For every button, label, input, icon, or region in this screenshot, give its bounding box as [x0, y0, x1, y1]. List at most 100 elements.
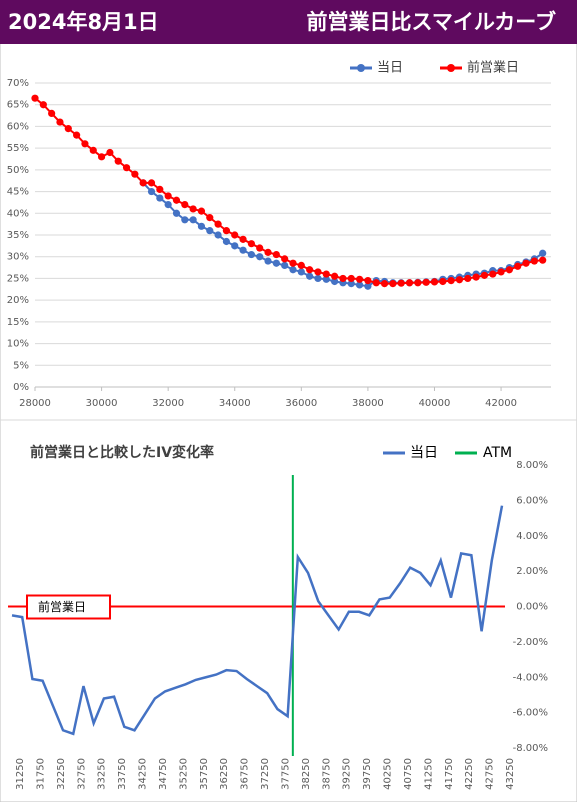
marker	[455, 276, 464, 284]
marker	[264, 257, 272, 265]
marker	[31, 94, 39, 102]
marker	[114, 157, 122, 165]
marker	[414, 279, 422, 287]
x-tick-label: 40250	[383, 758, 394, 790]
marker	[464, 274, 472, 283]
y-tick-label: 2.00%	[516, 566, 548, 577]
x-tick-label: 36750	[240, 758, 251, 790]
marker	[56, 118, 64, 126]
marker	[222, 227, 231, 235]
marker	[239, 246, 247, 254]
marker	[89, 146, 97, 154]
marker	[247, 240, 255, 248]
x-tick-label: 41250	[423, 758, 434, 790]
marker	[380, 280, 389, 288]
x-tick-label: 40750	[403, 758, 414, 790]
y-tick-label: 40%	[7, 208, 29, 219]
marker	[539, 249, 547, 257]
y-tick-label: 30%	[7, 252, 29, 263]
marker	[48, 109, 56, 117]
marker	[505, 266, 513, 274]
marker	[364, 277, 372, 285]
y-tick-label: 0.00%	[516, 602, 548, 613]
marker	[264, 248, 272, 256]
header-date: 2024年8月1日	[8, 10, 159, 34]
marker	[197, 222, 206, 230]
y-tick-label: 20%	[7, 295, 29, 306]
series-line	[11, 505, 504, 736]
marker	[289, 266, 297, 274]
marker	[539, 256, 547, 264]
marker	[97, 153, 106, 161]
marker	[172, 209, 181, 217]
y-tick-label: 70%	[7, 78, 29, 89]
x-tick-label: 32750	[76, 758, 87, 790]
legend-label: 当日	[377, 61, 403, 76]
marker	[347, 280, 355, 288]
marker	[247, 250, 255, 259]
x-tick-label: 36000	[285, 398, 317, 409]
y-tick-label: 4.00%	[516, 531, 548, 542]
y-tick-label: 6.00%	[516, 495, 548, 506]
marker	[397, 279, 405, 287]
y-tick-label: 25%	[7, 273, 29, 284]
marker	[422, 278, 430, 286]
marker	[172, 196, 181, 204]
x-tick-label: 42250	[464, 758, 475, 790]
x-tick-label: 34250	[138, 758, 149, 790]
marker	[306, 266, 314, 274]
x-tick-label: 42000	[485, 398, 517, 409]
marker	[297, 268, 305, 276]
x-tick-label: 31750	[35, 758, 46, 790]
y-tick-label: 0%	[13, 382, 29, 393]
chart-title: 前営業日と比較したIV変化率	[30, 444, 214, 461]
marker	[364, 282, 372, 290]
marker	[347, 274, 355, 283]
marker	[389, 280, 397, 288]
x-tick-label: 32250	[56, 758, 67, 790]
marker	[497, 268, 505, 276]
marker	[164, 192, 172, 200]
x-tick-label: 38000	[352, 398, 384, 409]
marker	[81, 140, 89, 148]
marker	[439, 277, 447, 286]
marker	[289, 259, 297, 267]
x-tick-label: 43250	[505, 758, 516, 790]
marker	[231, 242, 239, 250]
header-title: 前営業日比スマイルカーブ	[307, 10, 556, 34]
marker	[272, 259, 280, 267]
x-tick-label: 35750	[199, 758, 210, 790]
marker	[322, 270, 330, 278]
x-tick-label: 32000	[152, 398, 184, 409]
legend-marker	[447, 64, 455, 72]
annotation-text: 前営業日	[38, 599, 86, 614]
marker	[222, 237, 231, 246]
x-tick-label: 36250	[219, 758, 230, 790]
marker	[331, 277, 339, 286]
marker	[64, 125, 72, 133]
y-tick-label: -4.00%	[513, 672, 548, 683]
annotation-box	[26, 594, 111, 620]
y-tick-label: 55%	[7, 143, 29, 154]
x-tick-label: 40000	[419, 398, 451, 409]
legend-marker	[357, 64, 365, 72]
y-tick-label: -6.00%	[513, 708, 548, 719]
y-tick-label: 35%	[7, 230, 29, 241]
x-tick-label: 33750	[117, 758, 128, 790]
marker	[522, 259, 530, 267]
marker	[197, 207, 206, 215]
marker	[156, 194, 164, 202]
marker	[139, 179, 147, 187]
x-tick-label: 39750	[362, 758, 373, 790]
x-tick-label: 38750	[321, 758, 332, 790]
marker	[281, 255, 289, 263]
header-bar	[0, 0, 577, 44]
x-tick-label: 39250	[342, 758, 353, 790]
marker	[281, 261, 289, 269]
marker	[297, 261, 305, 269]
marker	[231, 231, 239, 239]
marker	[339, 274, 347, 283]
marker	[256, 244, 264, 252]
marker	[355, 275, 364, 283]
legend-label: 当日	[410, 445, 438, 461]
